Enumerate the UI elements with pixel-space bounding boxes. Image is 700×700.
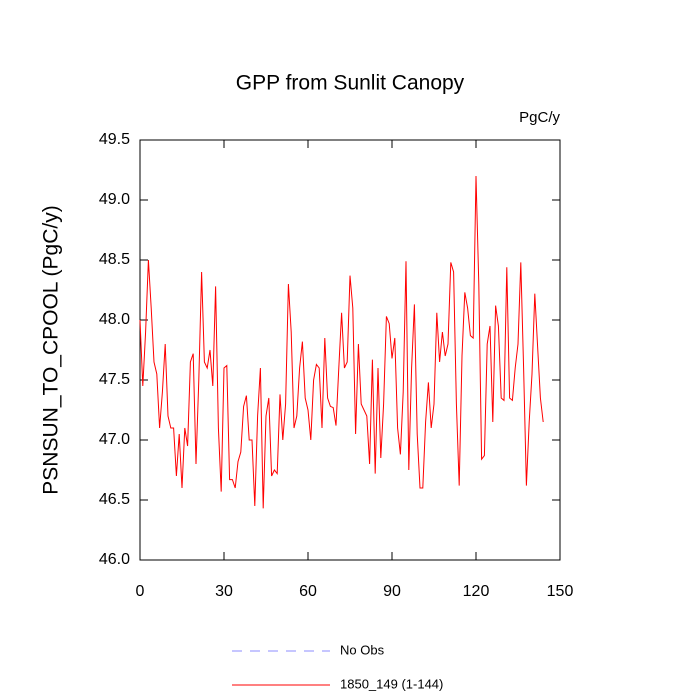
data-line <box>139 175 544 509</box>
plot-frame <box>139 139 561 561</box>
y-tick-label: 48.5 <box>99 251 130 268</box>
y-tick-label: 48.0 <box>99 311 130 328</box>
y-tick-label: 46.5 <box>99 491 130 508</box>
y-axis-title: PSNSUN_TO_CPOOL (PgC/y) <box>40 205 63 494</box>
units-label: PgC/y <box>519 109 560 126</box>
x-tick-label: 120 <box>463 583 490 600</box>
x-tick-label: 90 <box>383 583 401 600</box>
x-tick-label: 0 <box>136 583 145 600</box>
y-tick-label: 47.5 <box>99 371 130 388</box>
x-tick-label: 30 <box>215 583 233 600</box>
x-tick-label: 150 <box>547 583 574 600</box>
chart-title: GPP from Sunlit Canopy <box>236 72 465 95</box>
y-tick-label: 47.0 <box>99 431 130 448</box>
y-tick-label: 49.5 <box>99 131 130 148</box>
legend-label: 1850_149 (1-144) <box>340 676 443 691</box>
x-tick-label: 60 <box>299 583 317 600</box>
y-tick-label: 49.0 <box>99 191 130 208</box>
legend-label: No Obs <box>340 642 385 657</box>
y-tick-label: 46.0 <box>99 551 130 568</box>
